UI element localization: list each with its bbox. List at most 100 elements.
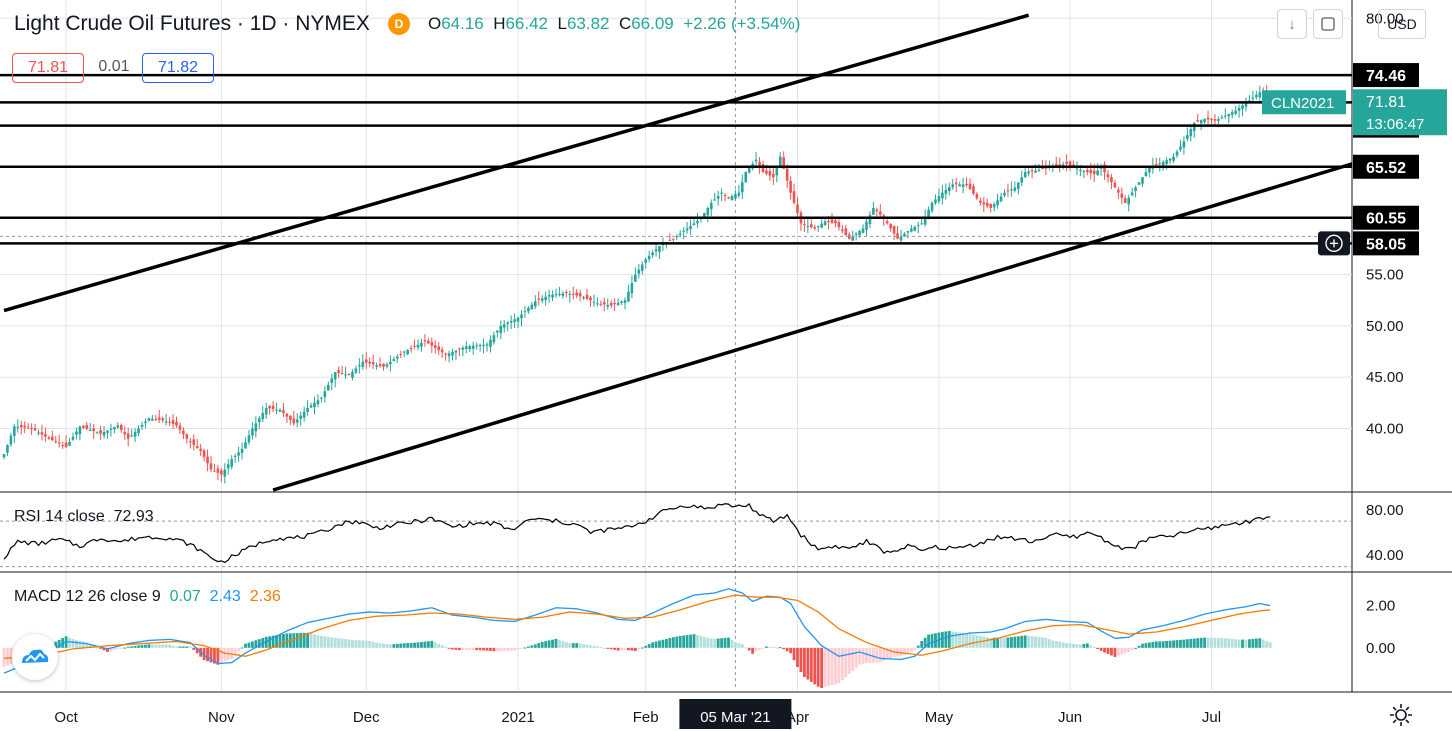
macd-histogram-bar — [54, 641, 58, 648]
macd-histogram-bar — [285, 633, 289, 648]
macd-histogram-bar — [175, 646, 178, 648]
macd-histogram-bar — [1051, 640, 1055, 648]
candle-body — [230, 459, 233, 467]
macd-histogram-bar — [85, 642, 89, 648]
candle-body — [258, 418, 261, 423]
candle-body — [637, 269, 641, 274]
candle-body — [723, 195, 727, 197]
candle-body — [1241, 105, 1244, 109]
macd-histogram-bar — [803, 647, 806, 678]
candle-body — [113, 427, 116, 430]
candle-body — [1213, 119, 1217, 121]
candle-body — [692, 223, 696, 226]
candle-body — [623, 300, 627, 304]
time-axis-label: Nov — [208, 709, 235, 726]
candle-body — [226, 464, 230, 469]
candle-body — [972, 186, 975, 194]
macd-histogram-bar — [699, 635, 703, 648]
candle-body — [837, 222, 841, 228]
symbol-title[interactable]: Light Crude Oil Futures · 1D · NYMEX — [14, 12, 370, 35]
download-icon: ↓ — [1288, 15, 1296, 33]
macd-histogram-bar — [972, 634, 975, 648]
candle-body — [951, 184, 955, 188]
macd-histogram-bar — [109, 647, 113, 652]
candle-body — [171, 420, 175, 425]
macd-histogram-bar — [668, 638, 672, 648]
macd-histogram-bar — [527, 646, 530, 648]
candle-body — [816, 226, 820, 228]
low-label: L — [557, 14, 567, 33]
macd-histogram-bar — [354, 640, 358, 648]
macd-histogram-bar — [658, 640, 661, 648]
candle-body — [571, 293, 575, 295]
macd-histogram-bar — [613, 647, 617, 650]
candle-body — [796, 204, 799, 214]
candle-body — [433, 345, 437, 348]
macd-histogram-bar — [637, 647, 641, 650]
candle-body — [175, 421, 178, 426]
candle-body — [1096, 170, 1099, 176]
gear-icon[interactable] — [1388, 702, 1414, 728]
candle-body — [775, 166, 779, 176]
level-label-bg — [1353, 154, 1419, 179]
candle-body — [858, 231, 861, 236]
candle-body — [937, 196, 941, 202]
candle-body — [996, 200, 999, 206]
candle-body — [40, 432, 44, 435]
sell-price-button[interactable]: 71.81 — [12, 53, 84, 83]
symbol-tag-bg — [1262, 90, 1346, 115]
macd-histogram-bar — [309, 633, 313, 648]
candle-body — [396, 356, 399, 359]
delayed-data-badge[interactable]: D — [387, 13, 410, 35]
candle-body — [509, 320, 513, 323]
macd-histogram-bar — [282, 633, 285, 648]
macd-histogram-bar — [140, 645, 144, 648]
candle-body — [51, 436, 54, 441]
candle-body — [703, 213, 706, 218]
macd-histogram-bar — [568, 643, 572, 648]
macd-histogram-bar — [1251, 638, 1255, 648]
macd-histogram-bar — [968, 634, 972, 648]
macd-histogram-bar — [268, 636, 272, 648]
macd-histogram-bar — [985, 637, 989, 648]
macd-histogram-bar — [1113, 647, 1117, 657]
countdown-tag: 13:06:47 — [1366, 116, 1424, 133]
macd-histogram-bar — [1168, 640, 1172, 648]
macd-histogram-bar — [685, 635, 689, 648]
macd-histogram-bar — [920, 640, 924, 648]
candle-body — [323, 391, 327, 398]
candle-body — [47, 437, 51, 439]
candle-body — [596, 303, 599, 305]
fullscreen-button[interactable] — [1313, 9, 1343, 39]
macd-histogram-bar — [506, 647, 510, 651]
candle-body — [202, 450, 206, 458]
candle-body — [768, 171, 772, 176]
macd-histogram-bar — [640, 647, 644, 649]
buy-price-button[interactable]: 71.82 — [142, 53, 214, 83]
candle-body — [920, 223, 923, 225]
download-button[interactable]: ↓ — [1277, 9, 1307, 39]
macd-histogram-bar — [696, 635, 699, 648]
macd-histogram-bar — [882, 647, 886, 661]
level-label-bg — [1353, 63, 1419, 88]
macd-histogram-bar — [751, 647, 755, 654]
candle-body — [1189, 129, 1193, 137]
macd-histogram-bar — [909, 647, 913, 652]
candle-body — [213, 470, 216, 472]
macd-histogram-bar — [671, 637, 675, 648]
macd-histogram-bar — [827, 647, 830, 687]
macd-histogram-bar — [996, 637, 999, 648]
candle-body — [330, 378, 334, 383]
currency-button[interactable]: USD — [1378, 9, 1426, 39]
candle-body — [1065, 161, 1068, 164]
candle-body — [423, 340, 427, 342]
candle-body — [206, 456, 209, 464]
tradingview-logo[interactable] — [12, 634, 58, 680]
macd-histogram-bar — [185, 646, 189, 648]
candle-body — [565, 291, 568, 294]
macd-legend[interactable]: MACD 12 26 close 9 0.07 2.43 2.36 — [14, 588, 281, 606]
time-axis-label: Jun — [1058, 709, 1082, 726]
rsi-legend[interactable]: RSI 14 close 72.93 — [14, 508, 154, 526]
macd-histogram-bar — [492, 647, 496, 652]
